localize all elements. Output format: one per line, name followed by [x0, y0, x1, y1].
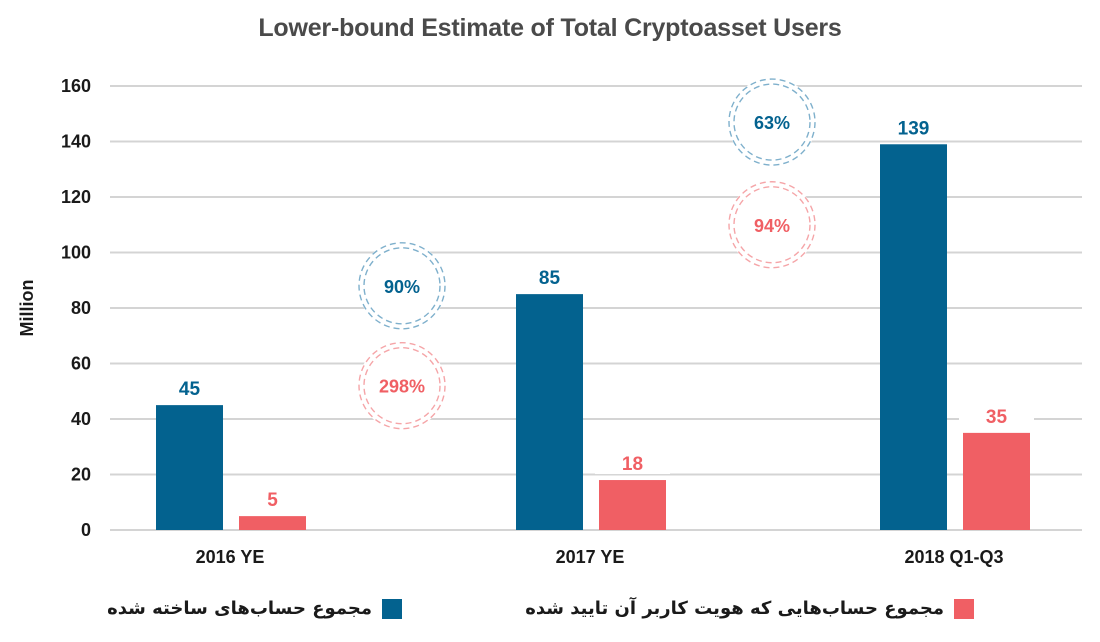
legend-item-verified-accounts: مجموع حساب‌هایی که هویت کاربر آن تایید ش… — [525, 598, 974, 619]
annotation-ring-outer — [358, 242, 446, 330]
data-label: 139 — [898, 118, 930, 139]
y-tick-label: 140 — [61, 132, 91, 152]
bar-chart: 0 20 40 60 80 100 120 140 160 Million 2016 YE 45 5 20… — [17, 76, 1082, 567]
annotation-ring-inner — [363, 247, 441, 325]
bar-created — [516, 294, 583, 530]
annotation-ring-outer — [358, 342, 446, 430]
data-label: 18 — [622, 454, 643, 475]
growth-annotation: 94% — [754, 216, 790, 236]
y-tick-label: 40 — [71, 409, 91, 429]
bar-created — [880, 144, 947, 530]
y-axis-label: Million — [17, 280, 37, 337]
y-tick-label: 160 — [61, 76, 91, 96]
annotation-ring-inner — [733, 186, 811, 264]
legend-swatch-verified — [954, 598, 974, 619]
annotation-ring-outer — [728, 181, 816, 269]
y-tick-label: 120 — [61, 187, 91, 207]
annotation-bg — [728, 180, 816, 269]
growth-annotation: 90% — [384, 277, 420, 297]
growth-annotation: 63% — [754, 113, 790, 133]
data-label: 5 — [267, 490, 278, 511]
data-label-bg — [235, 486, 310, 511]
bar-verified — [599, 480, 666, 530]
legend-label-verified: مجموع حساب‌هایی که هویت کاربر آن تایید ش… — [525, 598, 944, 619]
legend-label-created: مجموع حساب‌های ساخته شده — [107, 598, 372, 619]
data-label: 85 — [539, 268, 561, 289]
y-tick-label: 100 — [61, 243, 91, 263]
bar-verified — [239, 516, 306, 530]
data-label-bg — [512, 264, 587, 289]
y-tick-label: 60 — [71, 354, 91, 374]
data-label-bg — [959, 402, 1034, 427]
annotation-ring-outer — [728, 78, 816, 166]
y-tick-label: 80 — [71, 298, 91, 318]
data-label: 45 — [179, 379, 201, 400]
annotation-bg — [728, 78, 816, 167]
chart-title: Lower-bound Estimate of Total Cryptoasse… — [258, 14, 842, 42]
x-tick-label: 2018 Q1-Q3 — [904, 547, 1003, 567]
annotation-bg — [358, 241, 446, 330]
growth-annotation: 298% — [379, 377, 425, 397]
data-label-bg — [595, 450, 670, 475]
data-label: 35 — [986, 407, 1008, 428]
annotation-ring-inner — [363, 347, 441, 425]
y-tick-label: 0 — [81, 520, 91, 540]
data-label-bg — [152, 375, 227, 400]
legend-swatch-created — [382, 598, 402, 619]
legend-item-created-accounts: مجموع حساب‌های ساخته شده — [107, 598, 402, 619]
bar-verified — [963, 432, 1030, 530]
annotation-ring-inner — [733, 83, 811, 161]
bar-created — [156, 405, 223, 530]
annotation-bg — [358, 341, 446, 430]
y-tick-label: 20 — [71, 465, 91, 485]
x-tick-label: 2017 YE — [556, 547, 625, 567]
x-tick-label: 2016 YE — [196, 547, 265, 567]
data-label-bg — [876, 114, 951, 139]
